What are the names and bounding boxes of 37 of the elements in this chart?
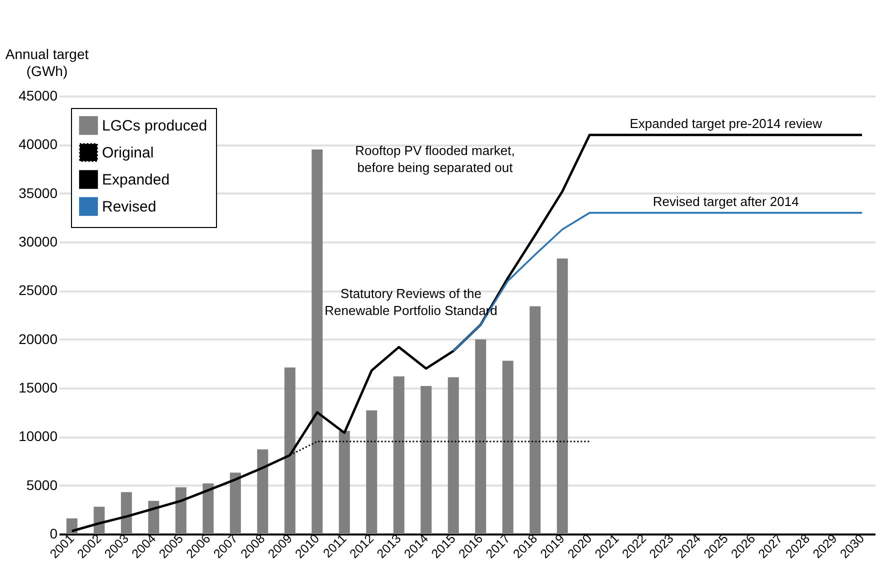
legend-label: Original [102,144,154,162]
bar [284,368,296,534]
y-tick-label: 10000 [18,428,58,444]
bar [312,150,323,534]
annotation: Expanded target pre-2014 review [630,116,823,131]
bar [66,518,78,534]
y-tick-label: 20000 [18,330,58,347]
bar [94,506,105,534]
y-tick-label: 45000 [18,88,58,104]
bar [393,376,404,534]
legend-label: Revised [102,198,156,216]
bar [148,500,160,534]
annotation: Revised target after 2014 [652,194,799,209]
bar [175,487,186,534]
bar [530,306,541,534]
bar [120,492,132,534]
bar [502,360,514,534]
bar [420,386,432,534]
bar [475,339,486,534]
annotation: Rooftop PV flooded market, before being separated out [355,143,515,176]
bar [448,377,459,534]
y-axis-title: Annual target (GWh) [5,46,89,79]
bar [338,430,350,534]
y-tick-label: 25000 [18,282,58,298]
line-series [70,134,864,532]
legend-label: Expanded [102,172,170,188]
bar [230,472,241,534]
bar [366,410,378,534]
bar [257,449,268,534]
legend-label: LGCs produced [102,118,208,134]
y-tick-label: 35000 [18,184,58,201]
y-tick-label: 40000 [18,136,58,152]
bar [202,483,214,534]
bar [556,258,568,534]
y-tick-label: 30000 [18,234,58,250]
y-tick-label: 15000 [18,380,58,396]
y-tick-label: 5000 [26,476,58,493]
